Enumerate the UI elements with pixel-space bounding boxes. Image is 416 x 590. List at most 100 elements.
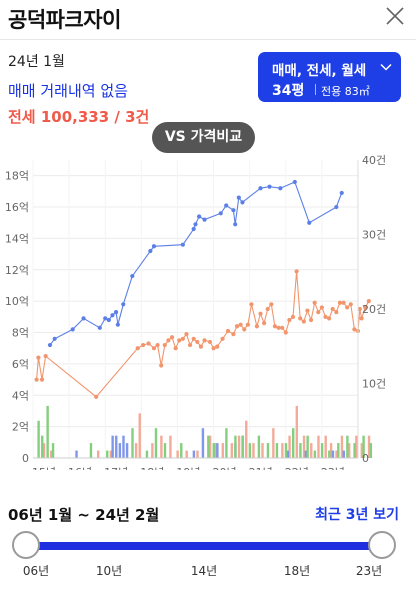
x-tick-label: 19년 xyxy=(176,466,200,470)
volume-bar-monthly xyxy=(313,450,317,458)
data-point xyxy=(220,336,225,341)
data-point xyxy=(267,184,272,189)
data-point xyxy=(305,308,310,313)
data-point xyxy=(207,339,213,345)
data-point xyxy=(215,344,220,349)
volume-bar-monthly xyxy=(353,443,356,458)
vs-compare-button[interactable]: VS 가격비교 xyxy=(152,122,255,153)
slider-tick: 10년 xyxy=(95,564,123,578)
close-icon[interactable] xyxy=(384,5,406,27)
y2-tick-label: 10건 xyxy=(362,378,386,391)
data-point xyxy=(106,317,111,323)
volume-bar-rent xyxy=(367,435,371,458)
data-point xyxy=(36,355,41,360)
data-point xyxy=(245,322,250,327)
volume-bar-trade xyxy=(115,435,118,458)
recent-3y-link[interactable]: 최근 3년 보기 xyxy=(315,507,399,523)
data-point xyxy=(312,300,317,305)
filter-types-label: 매매, 전세, 월세 xyxy=(272,63,367,79)
data-point xyxy=(211,346,216,351)
data-point xyxy=(97,325,102,330)
x-tick-label: 23년 xyxy=(321,466,345,470)
header: 공덕파크자이 xyxy=(0,0,416,40)
data-point xyxy=(193,222,198,227)
data-point xyxy=(173,346,178,351)
volume-bar-monthly xyxy=(248,443,252,458)
y-tick-label: 8억 xyxy=(12,327,29,340)
volume-bar-rent xyxy=(272,428,275,458)
data-point xyxy=(218,211,223,216)
volume-bar-rent xyxy=(97,450,100,458)
y2-tick-label: 30건 xyxy=(362,229,386,242)
rent-summary: 전세 100,333 / 3건 xyxy=(8,108,150,126)
volume-bar-rent xyxy=(208,435,212,458)
y-tick-label: 6억 xyxy=(12,358,29,371)
data-point xyxy=(238,322,243,327)
data-point xyxy=(70,327,75,332)
y2-tick-label: 20건 xyxy=(362,303,386,316)
volume-bar-monthly xyxy=(106,450,109,458)
data-point xyxy=(141,342,146,348)
data-point xyxy=(166,338,171,343)
volume-bar-monthly xyxy=(234,435,237,458)
data-point xyxy=(34,377,39,382)
data-point xyxy=(240,200,245,205)
deal-filter-button[interactable]: 매매, 전세, 월세 34평 전용 83㎡ xyxy=(258,52,401,102)
volume-bar-monthly xyxy=(292,428,295,458)
volume-bar-rent xyxy=(335,450,338,458)
volume-bar-rent xyxy=(324,435,327,458)
volume-bar-rent xyxy=(295,405,299,458)
data-point xyxy=(184,331,189,337)
volume-bar-monthly xyxy=(362,435,365,458)
data-point xyxy=(327,316,332,321)
volume-bar-monthly xyxy=(266,443,270,458)
volume-bar-trade xyxy=(122,435,125,458)
volume-bars xyxy=(37,405,373,458)
data-point xyxy=(191,226,196,232)
volume-bar-monthly xyxy=(207,435,210,458)
volume-bar-monthly xyxy=(257,435,261,458)
volume-bar-rent xyxy=(169,435,172,458)
volume-bar-monthly xyxy=(299,443,302,458)
volume-bar-rent xyxy=(329,443,333,458)
data-point xyxy=(103,316,108,321)
data-point xyxy=(294,269,299,274)
volume-bar-monthly xyxy=(46,405,49,458)
volume-bar-rent xyxy=(302,435,306,458)
volume-bar-monthly xyxy=(131,428,134,458)
volume-bar-monthly xyxy=(320,443,324,458)
chart-axes: 0 2억 4억 6억 8억 10억 12억 14억 16억 18억 0 10건 20건 30건 40건 15년… xyxy=(5,154,386,470)
data-point xyxy=(366,299,371,304)
period-slider[interactable]: 06년 10년 14년 18년 23년 xyxy=(0,528,416,590)
volume-bar-trade xyxy=(342,450,345,458)
data-point xyxy=(151,244,157,249)
volume-bar-trade xyxy=(304,450,308,458)
data-point xyxy=(265,306,270,312)
slider-handle-start[interactable] xyxy=(12,531,40,559)
data-point xyxy=(47,342,53,348)
data-point xyxy=(334,310,339,315)
data-point xyxy=(236,195,241,200)
y-tick-label: 12억 xyxy=(5,264,29,277)
slider-tick: 14년 xyxy=(190,564,218,578)
data-point xyxy=(202,217,207,222)
data-point xyxy=(334,204,339,210)
volume-bar-monthly xyxy=(51,443,55,458)
filter-size-label: 34평 xyxy=(272,83,305,99)
data-point xyxy=(202,338,207,343)
slider-handle-end[interactable] xyxy=(368,531,396,559)
volume-bar-trade xyxy=(192,450,196,458)
volume-bar-rent xyxy=(134,443,138,458)
x-tick-label: 17년 xyxy=(104,466,128,470)
y-tick-label: 18억 xyxy=(5,170,29,183)
data-point xyxy=(177,338,182,343)
data-point xyxy=(345,305,350,310)
price-lines xyxy=(34,179,371,399)
data-point xyxy=(298,316,303,321)
volume-bar-monthly xyxy=(328,450,331,458)
series-line xyxy=(49,181,343,346)
volume-bar-rent xyxy=(214,443,217,458)
data-point xyxy=(352,327,357,332)
volume-bar-monthly xyxy=(337,443,340,458)
volume-bar-rent xyxy=(355,435,358,458)
